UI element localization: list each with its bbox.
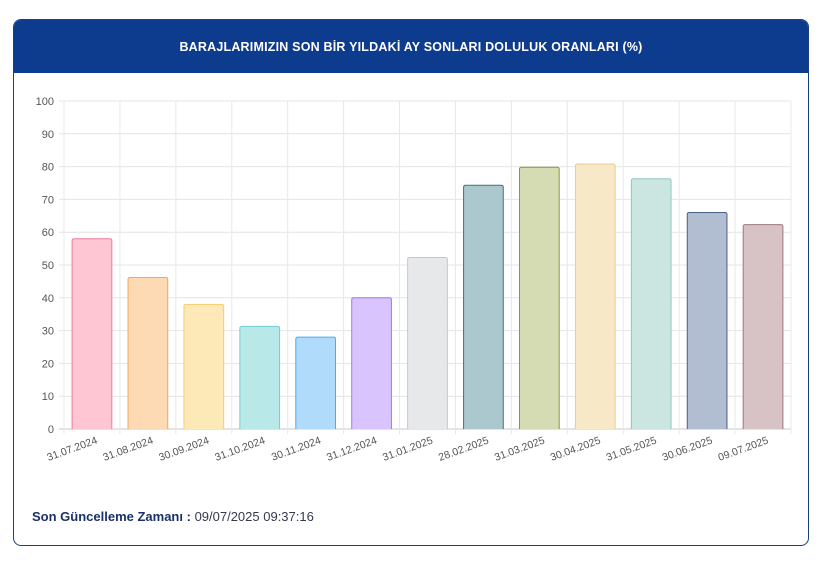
bar-09.07.2025[interactable] [742, 224, 784, 429]
y-tick-label: 80 [42, 162, 54, 174]
bar-30.04.2025[interactable] [574, 163, 616, 429]
y-tick-label: 90 [42, 129, 54, 141]
last-update-label: Son Güncelleme Zamanı : [32, 509, 191, 524]
last-update-value: 09/07/2025 09:37:16 [194, 509, 314, 524]
y-tick-label: 60 [42, 227, 54, 239]
x-tick-label: 30.04.2025 [549, 434, 603, 463]
x-tick-label: 31.01.2025 [381, 434, 435, 463]
bar-28.02.2025[interactable] [463, 184, 504, 429]
x-tick-label: 30.06.2025 [661, 434, 715, 463]
x-tick-label: 31.08.2024 [101, 434, 155, 463]
bar-31.08.2024[interactable] [127, 276, 169, 429]
y-tick-label: 10 [42, 391, 54, 403]
bar-31.03.2025[interactable] [518, 166, 560, 429]
bar-31.07.2024[interactable] [71, 238, 113, 429]
y-tick-label: 70 [42, 194, 54, 206]
y-tick-label: 30 [42, 326, 54, 338]
last-update: Son Güncelleme Zamanı : 09/07/2025 09:37… [32, 509, 314, 524]
y-tick-label: 20 [42, 358, 54, 370]
chart-card: BARAJLARIMIZIN SON BİR YILDAKİ AY SONLAR… [13, 19, 809, 546]
x-tick-label: 28.02.2025 [437, 434, 491, 463]
bar-31.01.2025[interactable] [407, 256, 448, 429]
x-tick-label: 31.07.2024 [45, 434, 99, 463]
y-tick-label: 50 [42, 260, 54, 272]
bar-chart: 0 10 20 30 40 50 60 70 80 90 100 31.07.2024 31.08.20… [36, 96, 792, 464]
y-tick-label: 0 [48, 424, 54, 436]
x-tick-label: 31.10.2024 [213, 434, 267, 463]
chart-title: BARAJLARIMIZIN SON BİR YILDAKİ AY SONLAR… [14, 20, 808, 73]
bar-31.10.2024[interactable] [239, 325, 281, 429]
bar-31.12.2024[interactable] [351, 297, 392, 429]
y-tick-label: 100 [36, 96, 54, 108]
x-tick-label: 09.07.2025 [717, 434, 771, 463]
x-tick-label: 31.03.2025 [493, 434, 547, 463]
bar-30.09.2024[interactable] [183, 303, 225, 429]
x-tick-label: 31.05.2025 [605, 434, 659, 463]
bar-30.06.2025[interactable] [686, 212, 728, 429]
x-tick-label: 31.12.2024 [325, 434, 379, 463]
bar-30.11.2024[interactable] [295, 336, 337, 429]
x-tick-label: 30.09.2024 [157, 434, 211, 463]
y-tick-label: 40 [42, 293, 54, 305]
bar-31.05.2025[interactable] [630, 178, 672, 429]
x-tick-label: 30.11.2024 [270, 434, 323, 463]
